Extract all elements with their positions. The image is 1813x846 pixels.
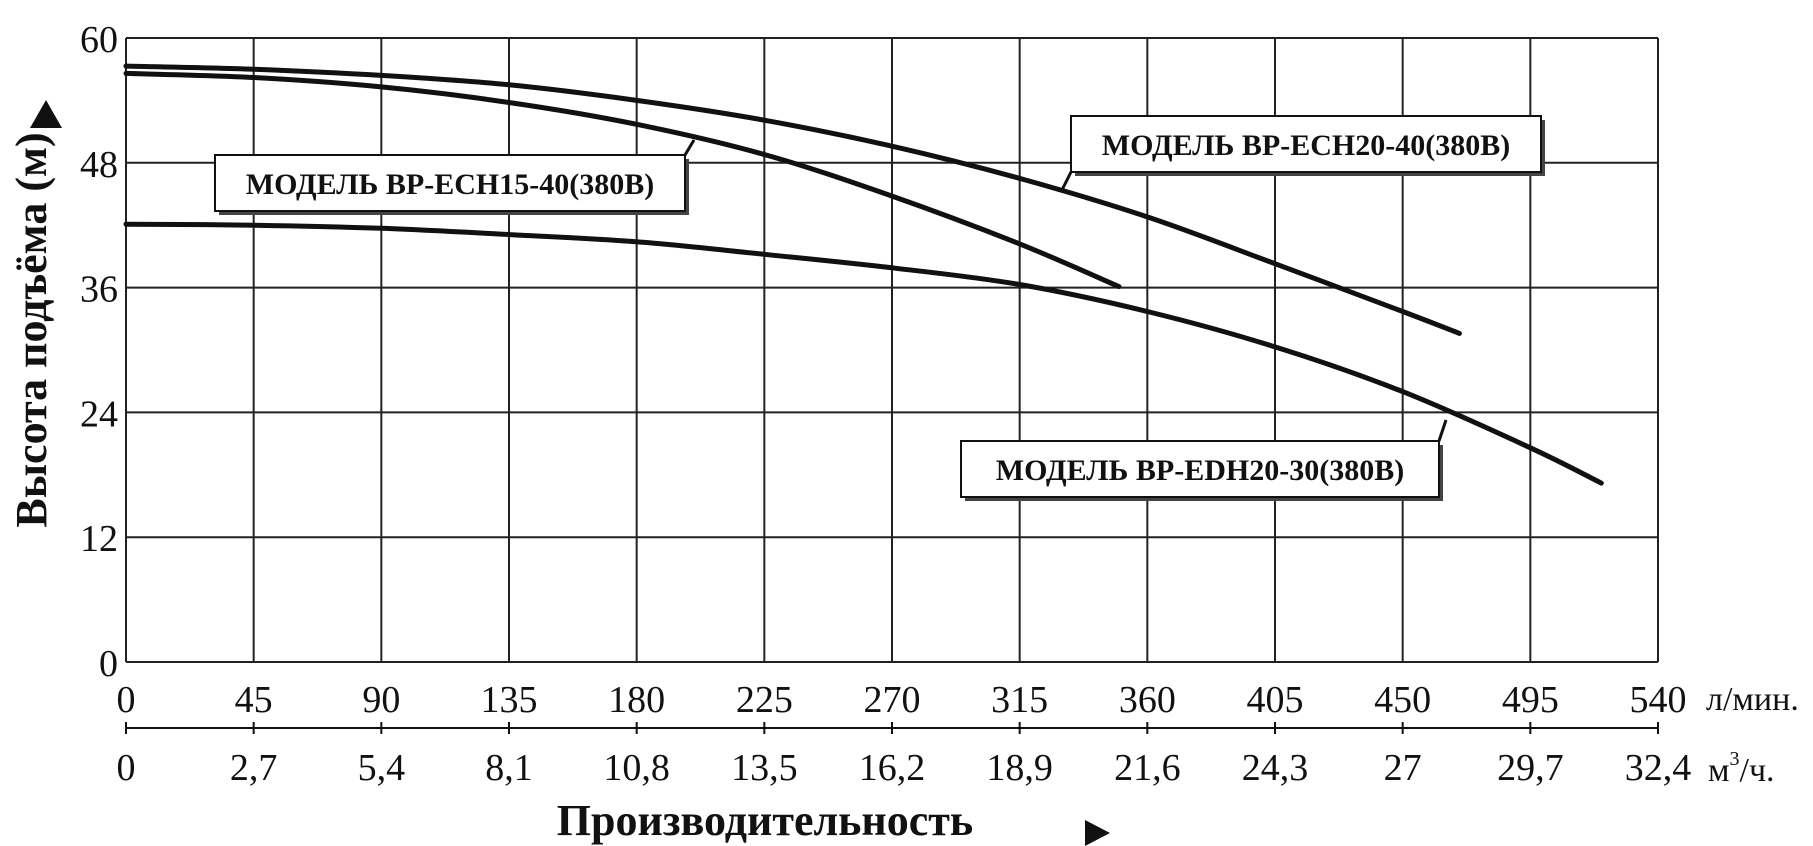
y-tick-label: 60 [80,19,118,61]
x-tick-label-lmin: 225 [736,679,793,721]
x-tick-labels-m3h: 0 2,7 5,4 8,1 10,8 13,5 16,2 18,9 21,6 24,3 27 29,7… [117,722,1692,789]
series-ech20-40-line [123,63,1462,336]
x-tick-label-m3h: 10,8 [603,747,670,789]
y-axis-title: Высота подъёма (м) [7,132,56,527]
x-tick-label-lmin: 540 [1630,679,1687,721]
x-tick-label-lmin: 135 [481,679,538,721]
x-axis-arrow-icon [1085,820,1110,846]
y-tick-label: 24 [80,393,118,435]
x-tick-label-m3h: 0 [117,747,136,789]
callout-leader [1060,171,1073,191]
x-axis-title: Производительность [557,796,973,845]
x-tick-label-m3h: 32,4 [1625,747,1692,789]
x-tick-label-lmin: 360 [1119,679,1176,721]
x-tick-label-m3h: 21,6 [1114,747,1181,789]
series-edh20-30-line [123,221,1604,486]
x-tick-label-m3h: 2,7 [230,747,278,789]
callout-box [1070,115,1542,173]
x-tick-label-lmin: 90 [362,679,400,721]
y-tick-labels: 0 12 24 36 48 60 [80,19,118,685]
x-tick-label-lmin: 180 [608,679,665,721]
x-tick-label-m3h: 13,5 [731,747,798,789]
callout-label: МОДЕЛЬ BP-EDH20-30(380B) [996,454,1404,487]
x-tick-label-m3h: 8,1 [485,747,533,789]
series-callouts: МОДЕЛЬ BP-ECH20-40(380B) МОДЕЛЬ BP-ECH15-… [214,115,1545,501]
y-tick-label: 0 [99,643,118,685]
x-tick-label-m3h: 5,4 [358,747,406,789]
x-unit-lmin: л/мин. [1706,681,1799,718]
x-tick-label-lmin: 0 [117,679,136,721]
x-unit-m3h: м3/ч. [1708,748,1775,789]
callout-leader [1437,419,1448,442]
y-axis-arrow-icon [30,100,62,128]
x-tick-label-lmin: 315 [991,679,1048,721]
y-tick-label: 48 [80,144,118,186]
callout-label: МОДЕЛЬ BP-ECH15-40(380B) [246,168,654,201]
series-lines [123,63,1604,486]
x-tick-label-m3h: 18,9 [986,747,1053,789]
x-tick-label-m3h: 27 [1384,747,1422,789]
y-tick-label: 12 [80,518,118,560]
callout-leader [683,139,696,156]
series-ech15-40-line [123,70,1122,290]
x-tick-label-lmin: 45 [235,679,273,721]
callout-label: МОДЕЛЬ BP-ECH20-40(380B) [1102,129,1510,162]
x-tick-label-lmin: 405 [1247,679,1304,721]
x-tick-labels-lmin: 0 45 90 135 180 225 270 315 360 405 450 495 540 [117,679,1687,721]
callout-box [960,440,1440,498]
callout-box [214,154,686,212]
x-tick-label-m3h: 24,3 [1242,747,1309,789]
x-tick-label-lmin: 450 [1374,679,1431,721]
x-tick-label-m3h: 29,7 [1497,747,1564,789]
x-tick-label-lmin: 270 [864,679,921,721]
x-tick-label-lmin: 495 [1502,679,1559,721]
x-tick-label-m3h: 16,2 [859,747,926,789]
y-tick-label: 36 [80,269,118,311]
